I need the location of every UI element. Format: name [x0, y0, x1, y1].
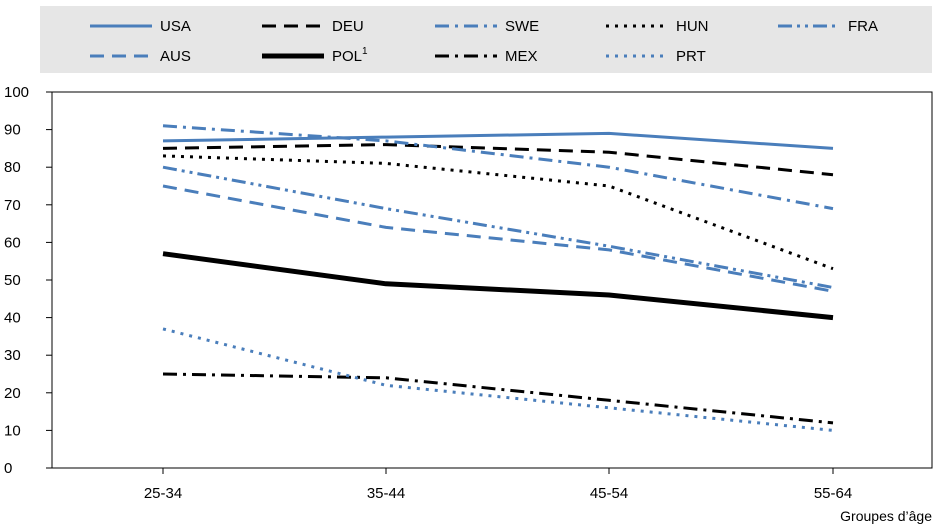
legend: USA DEU SWE HUN FRA AUS POL1 MEX PRT [90, 18, 878, 65]
series-line-hun [162, 154, 834, 271]
series-line-swe [162, 124, 834, 211]
series-line-usa [162, 131, 834, 150]
x-tick-label: 25-34 [144, 485, 182, 502]
legend-label-text: AUS [160, 48, 191, 65]
legend-label-fra: FRA [848, 18, 878, 35]
legend-label-hun: HUN [676, 18, 709, 35]
legend-label-text: MEX [505, 48, 538, 65]
legend-label-pol: POL1 [332, 46, 368, 65]
y-tick-label: 100 [4, 84, 29, 101]
legend-label-mex: MEX [505, 48, 538, 65]
x-tick-label: 45-54 [590, 485, 628, 502]
series-line-mex [162, 372, 834, 425]
legend-footnote-marker: 1 [362, 46, 368, 57]
legend-label-text: PRT [676, 48, 706, 65]
y-tick-label: 40 [4, 310, 21, 327]
legend-label-usa: USA [160, 18, 191, 35]
y-tick-label: 30 [4, 347, 21, 364]
legend-label-text: POL [332, 48, 362, 65]
legend-label-text: FRA [848, 18, 878, 35]
series-line-pol [162, 251, 834, 321]
y-tick-label: 20 [4, 385, 21, 402]
y-tick-label: 90 [4, 122, 21, 139]
series-line-fra [162, 165, 834, 289]
y-tick-label: 60 [4, 234, 21, 251]
legend-label-text: USA [160, 18, 191, 35]
legend-label-text: HUN [676, 18, 709, 35]
y-axis: 0 10 20 30 40 50 60 70 80 90 100 [4, 84, 52, 477]
series-line-aus [162, 184, 834, 293]
legend-label-aus: AUS [160, 48, 191, 65]
x-axis: 25-34 35-44 45-54 55-64 [144, 468, 852, 502]
y-tick-label: 10 [4, 422, 21, 439]
y-tick-label: 70 [4, 197, 21, 214]
legend-label-swe: SWE [505, 18, 539, 35]
y-tick-label: 80 [4, 159, 21, 176]
y-tick-label: 0 [4, 460, 12, 477]
series-lines [162, 124, 834, 432]
x-tick-label: 55-64 [814, 485, 852, 502]
plot-area [51, 91, 933, 469]
series-line-deu [162, 143, 834, 177]
legend-label-prt: PRT [676, 48, 706, 65]
x-axis-title: Groupes d’âge [840, 508, 932, 524]
x-tick-label: 35-44 [367, 485, 405, 502]
legend-label-text: DEU [332, 18, 364, 35]
legend-label-text: SWE [505, 18, 539, 35]
y-tick-label: 50 [4, 272, 21, 289]
legend-box [40, 6, 932, 73]
legend-label-deu: DEU [332, 18, 364, 35]
series-line-prt [162, 327, 834, 432]
